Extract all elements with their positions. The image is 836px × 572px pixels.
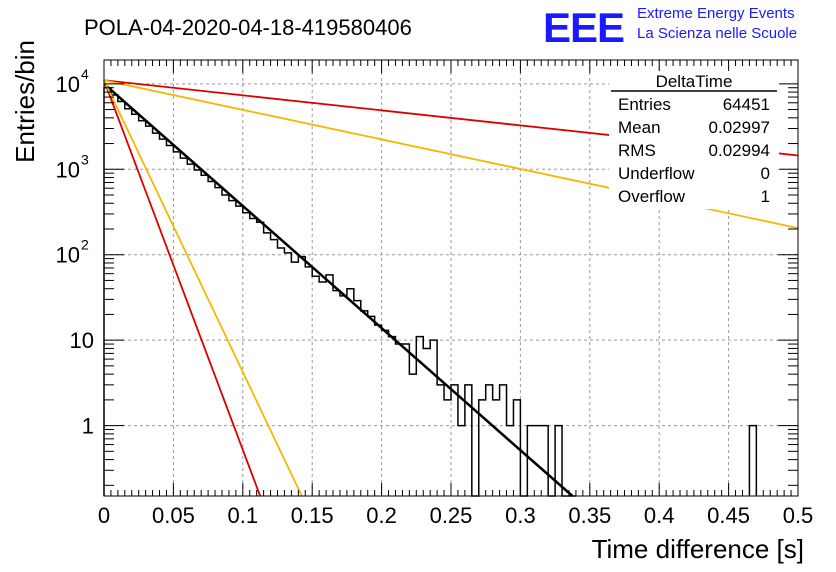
x-tick-label: 0.3	[505, 503, 536, 528]
chart-title: POLA-04-2020-04-18-419580406	[84, 15, 412, 40]
x-axis-label: Time difference [s]	[592, 534, 804, 564]
x-tick-label: 0.35	[568, 503, 611, 528]
logo-mark: EEE	[543, 4, 624, 51]
y-tick-exponent: 4	[81, 66, 89, 82]
y-tick-label-group: 10 2	[56, 237, 89, 268]
x-tick-label: 0.45	[707, 503, 750, 528]
y-tick-label: 10	[56, 157, 80, 182]
stats-box-rows: Entries 64451 Mean 0.02997 RMS 0.02994 Underfl…	[618, 95, 770, 206]
stats-row-label: Underflow	[618, 164, 695, 183]
fit-curve-1	[103, 82, 574, 497]
y-tick-exponent: 2	[81, 237, 89, 253]
stats-row-value: 0.02994	[709, 141, 770, 160]
y-tick-label: 10	[56, 243, 80, 268]
y-tick-label: 10	[70, 328, 94, 353]
stats-row-value: 0	[761, 164, 770, 183]
x-tick-label: 0.25	[430, 503, 473, 528]
stats-row-value: 64451	[723, 95, 770, 114]
y-tick-exponent: 3	[81, 151, 89, 167]
stats-row-value: 1	[761, 187, 770, 206]
stats-row-label: Entries	[618, 95, 671, 114]
x-tick-label: 0.4	[644, 503, 675, 528]
x-tick-label: 0.15	[291, 503, 334, 528]
y-tick-label-group: 10 4	[56, 66, 89, 97]
y-axis-label: Entries/bin	[10, 40, 40, 163]
y-tick-label-group: 10 3	[56, 151, 89, 182]
stats-box-title: DeltaTime	[656, 72, 733, 91]
stats-box: DeltaTime Entries 64451 Mean 0.02997 RMS 0.02…	[609, 71, 779, 209]
x-tick-label: 0.05	[152, 503, 195, 528]
y-tick-label-group: 10	[70, 328, 94, 353]
x-tick-label: 0.2	[366, 503, 397, 528]
fit-curve-4	[103, 79, 261, 497]
x-tick-label: 0	[98, 503, 110, 528]
eee-logo: EEE Extreme Energy Events La Scienza nel…	[543, 4, 797, 51]
x-tick-label: 0.5	[783, 503, 814, 528]
fit-curve-5	[103, 79, 303, 497]
stats-row-value: 0.02997	[709, 118, 770, 137]
y-tick-label: 10	[56, 72, 80, 97]
y-tick-label-group: 1	[82, 414, 94, 439]
stats-row-label: RMS	[618, 141, 656, 160]
x-tick-labels: 0 0.05 0.1 0.15 0.2 0.25 0.3 0.35 0.4 0.45 0.5	[98, 503, 813, 528]
stats-box-background	[609, 71, 779, 209]
logo-line-2: La Scienza nelle Scuole	[637, 25, 797, 42]
y-tick-label: 1	[82, 414, 94, 439]
logo-line-1: Extreme Energy Events	[637, 5, 795, 22]
axis-ticks	[103, 60, 799, 496]
stats-row-label: Overflow	[618, 187, 686, 206]
x-tick-label: 0.1	[228, 503, 259, 528]
stats-row-label: Mean	[618, 118, 661, 137]
